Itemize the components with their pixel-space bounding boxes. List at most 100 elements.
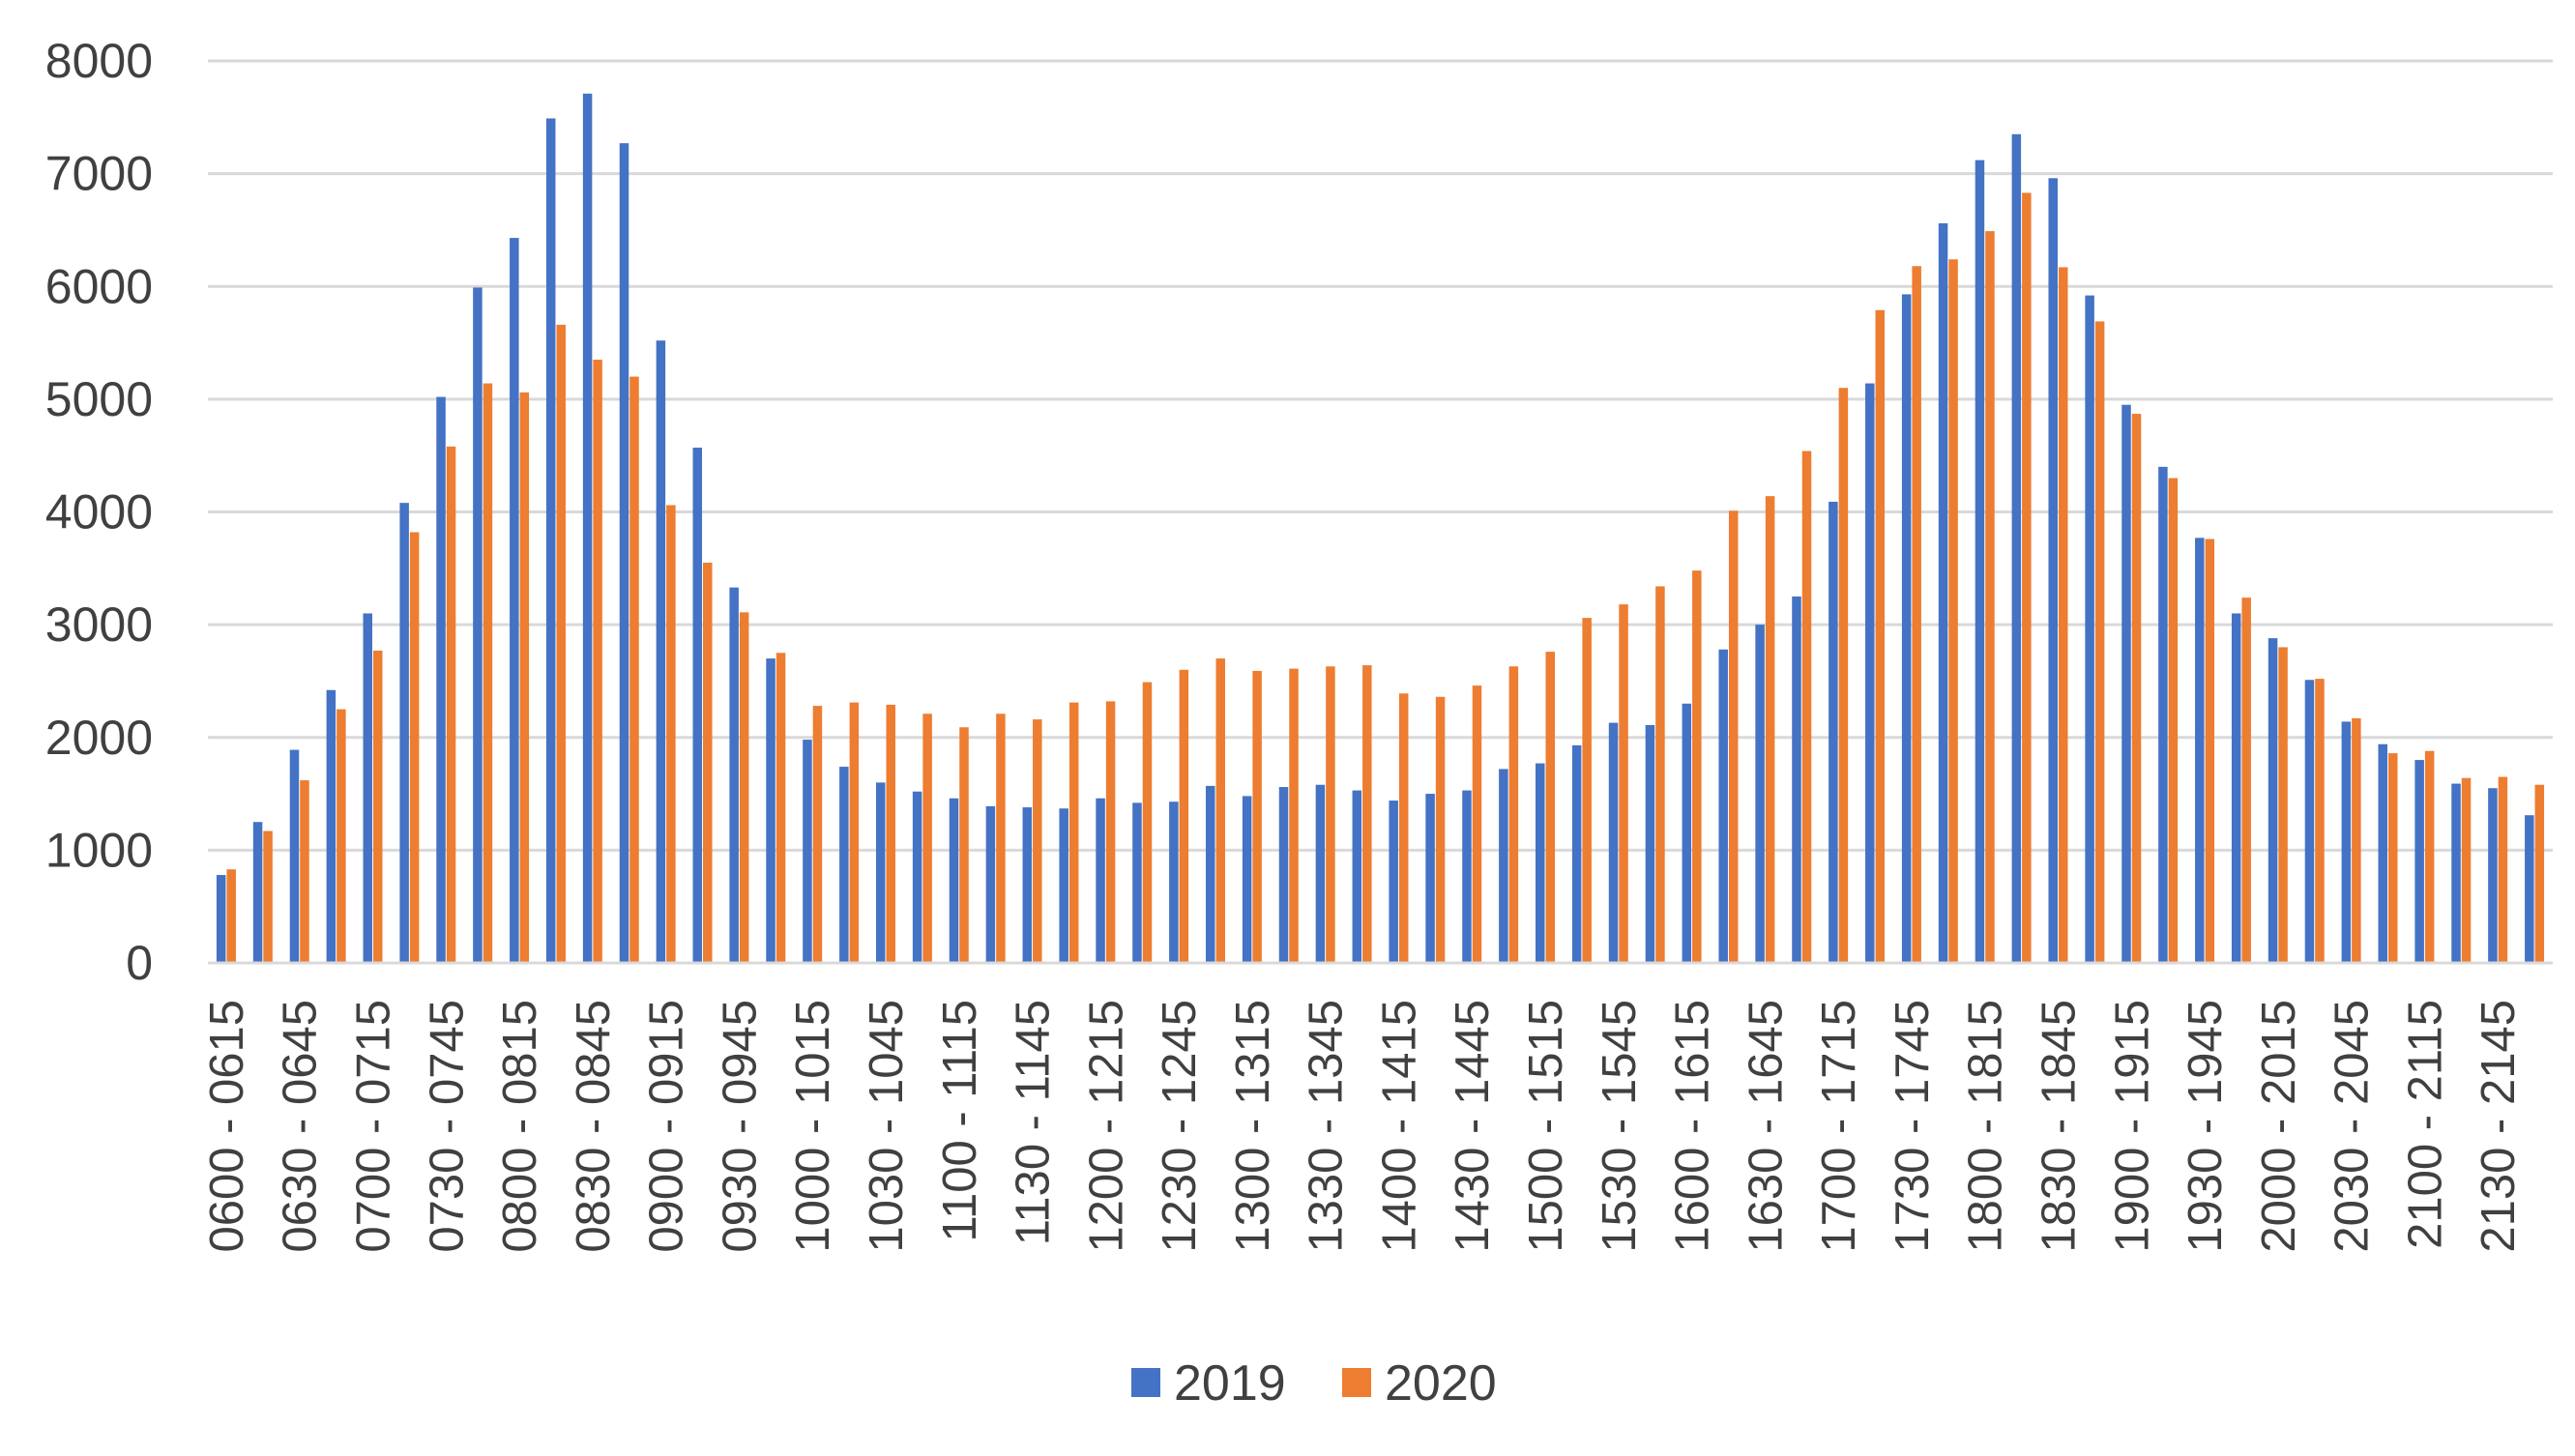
bar-2020-53 <box>2168 478 2179 963</box>
bar-2020-45 <box>1875 309 1886 964</box>
y-tick-label: 3000 <box>45 597 153 652</box>
x-tick-label: 0700 - 0715 <box>348 1000 400 1253</box>
bar-2020-55 <box>2241 597 2251 963</box>
bar-2019-33 <box>1425 794 1435 963</box>
legend: 2019 2020 <box>1131 1355 1497 1412</box>
bar-2020-31 <box>1362 665 1372 963</box>
legend-label-2020: 2020 <box>1385 1355 1497 1412</box>
bar-2020-39 <box>1655 586 1665 963</box>
x-tick-label: 1830 - 1845 <box>2033 1000 2085 1253</box>
bar-2020-28 <box>1252 670 1262 963</box>
bar-2020-51 <box>2094 321 2105 963</box>
x-tick-label: 0930 - 0945 <box>714 1000 766 1253</box>
x-tick-label: 2000 - 2015 <box>2253 1000 2305 1253</box>
bar-2020-40 <box>1692 570 1702 963</box>
bar-2020-5 <box>409 532 420 963</box>
bar-2020-29 <box>1289 668 1299 963</box>
bar-2020-59 <box>2387 753 2398 963</box>
bar-2019-17 <box>839 767 849 963</box>
bar-2019-29 <box>1278 787 1289 963</box>
bar-2019-35 <box>1499 769 1508 963</box>
x-axis-tick-labels: 0600 - 0615 0630 - 0645 0700 - 0715 0730 - … <box>201 1000 2525 1253</box>
bar-2020-4 <box>373 650 383 963</box>
bar-2020-56 <box>2278 647 2288 963</box>
bar-2019-61 <box>2451 783 2461 963</box>
bar-2019-9 <box>545 118 556 963</box>
bar-2020-50 <box>2058 267 2068 964</box>
x-tick-label: 1030 - 1045 <box>861 1000 913 1253</box>
bar-2020-6 <box>446 446 456 963</box>
x-tick-label: 1700 - 1715 <box>1813 1000 1865 1253</box>
x-tick-label: 1330 - 1345 <box>1301 1000 1353 1253</box>
bar-2020-44 <box>1838 388 1849 963</box>
y-tick-label: 8000 <box>45 34 153 88</box>
bar-2020-46 <box>1912 266 1921 963</box>
bar-2020-58 <box>2352 717 2361 963</box>
bar-2020-3 <box>337 709 346 963</box>
bar-2019-16 <box>803 740 812 963</box>
bar-2020-7 <box>483 383 493 963</box>
bar-2019-39 <box>1645 724 1655 963</box>
bar-2019-36 <box>1536 763 1545 963</box>
bar-2019-37 <box>1571 744 1582 963</box>
bar-2019-1 <box>252 822 263 963</box>
bar-2019-45 <box>1865 383 1875 963</box>
bar-2019-31 <box>1352 790 1362 963</box>
bar-2019-34 <box>1462 790 1472 963</box>
bar-2019-4 <box>363 613 373 963</box>
x-tick-label: 0630 - 0645 <box>275 1000 327 1253</box>
bar-2019-12 <box>656 340 666 964</box>
x-tick-label: 0730 - 0745 <box>421 1000 473 1253</box>
bar-2019-42 <box>1755 625 1765 963</box>
bar-2019-26 <box>1169 801 1179 963</box>
bar-2020-60 <box>2424 750 2435 963</box>
bars <box>216 93 2545 964</box>
bar-2019-52 <box>2121 404 2131 963</box>
bar-2019-30 <box>1315 784 1326 963</box>
bar-2020-36 <box>1545 652 1556 963</box>
bar-2019-41 <box>1718 649 1728 963</box>
bar-2020-23 <box>1068 702 1079 963</box>
bar-2019-51 <box>2085 295 2094 964</box>
bar-2020-49 <box>2022 192 2032 964</box>
bar-2020-17 <box>849 702 860 963</box>
bar-2020-43 <box>1801 451 1812 964</box>
bar-2020-35 <box>1508 666 1519 963</box>
bar-2020-34 <box>1472 685 1482 963</box>
bar-2020-63 <box>2534 784 2545 963</box>
x-tick-label: 1100 - 1115 <box>934 1000 986 1242</box>
bar-2020-48 <box>1985 231 1995 963</box>
x-tick-label: 0830 - 0845 <box>568 1000 620 1253</box>
bar-2019-53 <box>2158 466 2168 964</box>
bar-2019-40 <box>1682 703 1692 963</box>
y-tick-label: 0 <box>126 936 153 990</box>
y-tick-label: 1000 <box>45 823 153 877</box>
bar-2019-32 <box>1389 801 1398 963</box>
bar-2019-47 <box>1938 222 1948 963</box>
bar-2019-60 <box>2414 760 2424 963</box>
bar-2020-42 <box>1765 496 1775 963</box>
bar-2019-44 <box>1829 502 1838 963</box>
x-tick-label: 0600 - 0615 <box>201 1000 253 1253</box>
bar-2019-3 <box>326 689 337 963</box>
bar-2019-18 <box>875 782 886 963</box>
bar-2020-8 <box>519 392 530 963</box>
bar-2019-49 <box>2011 133 2022 963</box>
y-tick-label: 2000 <box>45 711 153 765</box>
x-tick-label: 1200 - 1215 <box>1080 1000 1132 1253</box>
x-tick-label: 1400 - 1415 <box>1373 1000 1425 1253</box>
bar-2019-24 <box>1096 798 1105 963</box>
bar-2019-27 <box>1205 785 1215 963</box>
bar-2020-57 <box>2315 679 2325 963</box>
bar-2019-59 <box>2378 743 2387 963</box>
x-tick-label: 1500 - 1515 <box>1520 1000 1572 1253</box>
bar-2020-62 <box>2498 776 2508 963</box>
x-tick-label: 1630 - 1645 <box>1740 1000 1792 1253</box>
bar-2019-6 <box>436 396 446 964</box>
bar-2020-32 <box>1398 693 1409 963</box>
bar-2019-38 <box>1608 722 1619 963</box>
legend-swatch-2020 <box>1342 1368 1371 1397</box>
x-tick-label: 1900 - 1915 <box>2106 1000 2158 1253</box>
